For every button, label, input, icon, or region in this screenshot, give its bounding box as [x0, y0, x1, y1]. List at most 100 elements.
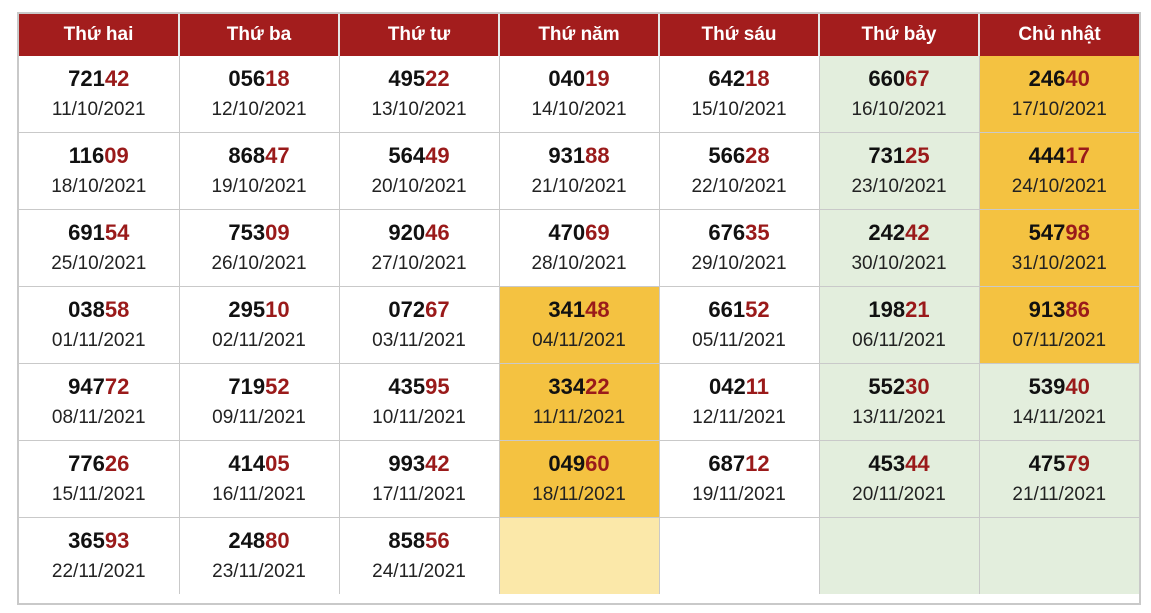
result-date: 19/11/2021 — [692, 484, 786, 505]
result-head-digits: 072 — [388, 297, 426, 322]
result-head-digits: 453 — [868, 451, 906, 476]
day-cell: 66152 05/11/2021 — [659, 286, 820, 364]
result-tail-digits: 42 — [425, 451, 450, 476]
result-head-digits: 776 — [68, 451, 105, 476]
day-cell: 75309 26/10/2021 — [179, 209, 340, 287]
day-cell: 45344 20/11/2021 — [819, 440, 980, 518]
day-cell: 04960 18/11/2021 — [499, 440, 660, 518]
result-date: 22/10/2021 — [691, 176, 787, 197]
result-date: 21/11/2021 — [1012, 484, 1107, 505]
result-date: 18/10/2021 — [51, 176, 147, 197]
result-date: 09/11/2021 — [212, 407, 306, 428]
result-tail-digits: 79 — [1065, 451, 1090, 476]
result-number: 71952 — [180, 373, 339, 401]
result-head-digits: 719 — [228, 374, 266, 399]
result-head-digits: 040 — [548, 66, 586, 91]
results-table: Thứ hai Thứ ba Thứ tư Thứ năm Thứ sáu Th… — [19, 14, 1139, 594]
result-number: 53940 — [980, 373, 1140, 401]
result-number: 66152 — [660, 296, 819, 324]
result-number: 36593 — [19, 527, 179, 555]
result-head-digits: 868 — [228, 143, 266, 168]
result-tail-digits: 11 — [745, 374, 769, 399]
result-number: 43595 — [340, 373, 499, 401]
empty-day-cell — [819, 517, 980, 594]
result-number: 41405 — [180, 450, 339, 478]
day-cell: 56628 22/10/2021 — [659, 132, 820, 210]
result-date: 14/10/2021 — [531, 99, 627, 120]
day-cell: 72142 11/10/2021 — [19, 56, 180, 133]
day-cell: 41405 16/11/2021 — [179, 440, 340, 518]
result-date: 05/11/2021 — [692, 330, 786, 351]
header-saturday: Thứ bảy — [819, 14, 980, 56]
result-number: 47579 — [980, 450, 1140, 478]
result-number: 24242 — [820, 219, 979, 247]
result-tail-digits: 72 — [104, 374, 130, 399]
result-tail-digits: 22 — [585, 374, 610, 399]
result-number: 04019 — [500, 65, 659, 93]
result-number: 56449 — [340, 142, 499, 170]
result-number: 86847 — [180, 142, 339, 170]
week-row: 69154 25/10/2021 75309 26/10/2021 92046 27/10… — [19, 209, 1139, 287]
result-date: 16/10/2021 — [851, 99, 947, 120]
result-number: 03858 — [19, 296, 179, 324]
result-number: 24640 — [980, 65, 1140, 93]
day-cell: 34148 04/11/2021 — [499, 286, 660, 364]
result-number: 66067 — [820, 65, 979, 93]
result-head-digits: 913 — [1028, 297, 1066, 322]
day-cell: 73125 23/10/2021 — [819, 132, 980, 210]
result-date: 28/10/2021 — [531, 253, 627, 274]
result-number: 07267 — [340, 296, 499, 324]
result-number: 11609 — [19, 142, 179, 170]
result-tail-digits: 60 — [585, 451, 610, 476]
day-cell: 66067 16/10/2021 — [819, 56, 980, 133]
result-number: 24880 — [180, 527, 339, 555]
day-cell: 33422 11/11/2021 — [499, 363, 660, 441]
result-date: 23/10/2021 — [851, 176, 947, 197]
day-cell: 55230 13/11/2021 — [819, 363, 980, 441]
header-sunday: Chủ nhật — [979, 14, 1139, 56]
weekday-header-row: Thứ hai Thứ ba Thứ tư Thứ năm Thứ sáu Th… — [19, 14, 1139, 56]
result-tail-digits: 54 — [104, 220, 130, 245]
result-date: 13/10/2021 — [371, 99, 467, 120]
result-date: 18/11/2021 — [532, 484, 626, 505]
result-date: 07/11/2021 — [1012, 330, 1107, 351]
result-head-digits: 931 — [548, 143, 586, 168]
result-date: 03/11/2021 — [372, 330, 466, 351]
result-head-digits: 242 — [868, 220, 906, 245]
result-tail-digits: 47 — [265, 143, 290, 168]
day-cell: 03858 01/11/2021 — [19, 286, 180, 364]
result-date: 20/11/2021 — [852, 484, 946, 505]
result-tail-digits: 48 — [585, 297, 610, 322]
results-body: 72142 11/10/2021 05618 12/10/2021 49522 13/10… — [19, 56, 1139, 594]
day-cell: 86847 19/10/2021 — [179, 132, 340, 210]
results-calendar: Thứ hai Thứ ba Thứ tư Thứ năm Thứ sáu Th… — [17, 12, 1141, 605]
result-number: 04960 — [500, 450, 659, 478]
result-number: 91386 — [980, 296, 1140, 324]
result-head-digits: 993 — [388, 451, 426, 476]
result-date: 26/10/2021 — [211, 253, 307, 274]
week-row: 77626 15/11/2021 41405 16/11/2021 99342 17/11… — [19, 440, 1140, 518]
day-cell: 24242 30/10/2021 — [819, 209, 980, 287]
result-number: 33422 — [500, 373, 659, 401]
result-date: 15/10/2021 — [691, 99, 787, 120]
day-cell: 24640 17/10/2021 — [979, 56, 1139, 133]
result-head-digits: 691 — [68, 220, 105, 245]
result-tail-digits: 26 — [104, 451, 130, 476]
result-number: 67635 — [660, 219, 819, 247]
result-head-digits: 642 — [708, 66, 746, 91]
header-friday: Thứ sáu — [659, 14, 820, 56]
result-date: 14/11/2021 — [1012, 407, 1107, 428]
result-tail-digits: 17 — [1065, 143, 1090, 168]
result-number: 68712 — [660, 450, 819, 478]
result-tail-digits: 58 — [104, 297, 130, 322]
day-cell: 44417 24/10/2021 — [979, 132, 1139, 210]
result-tail-digits: 69 — [585, 220, 610, 245]
result-head-digits: 566 — [708, 143, 746, 168]
result-head-digits: 947 — [68, 374, 105, 399]
week-row: 36593 22/11/2021 24880 23/11/2021 85856 24/11… — [19, 517, 1139, 594]
result-tail-digits: 30 — [905, 374, 930, 399]
result-head-digits: 495 — [388, 66, 426, 91]
day-cell: 24880 23/11/2021 — [179, 517, 340, 594]
day-cell: 43595 10/11/2021 — [339, 363, 500, 441]
result-date: 11/11/2021 — [532, 407, 626, 428]
